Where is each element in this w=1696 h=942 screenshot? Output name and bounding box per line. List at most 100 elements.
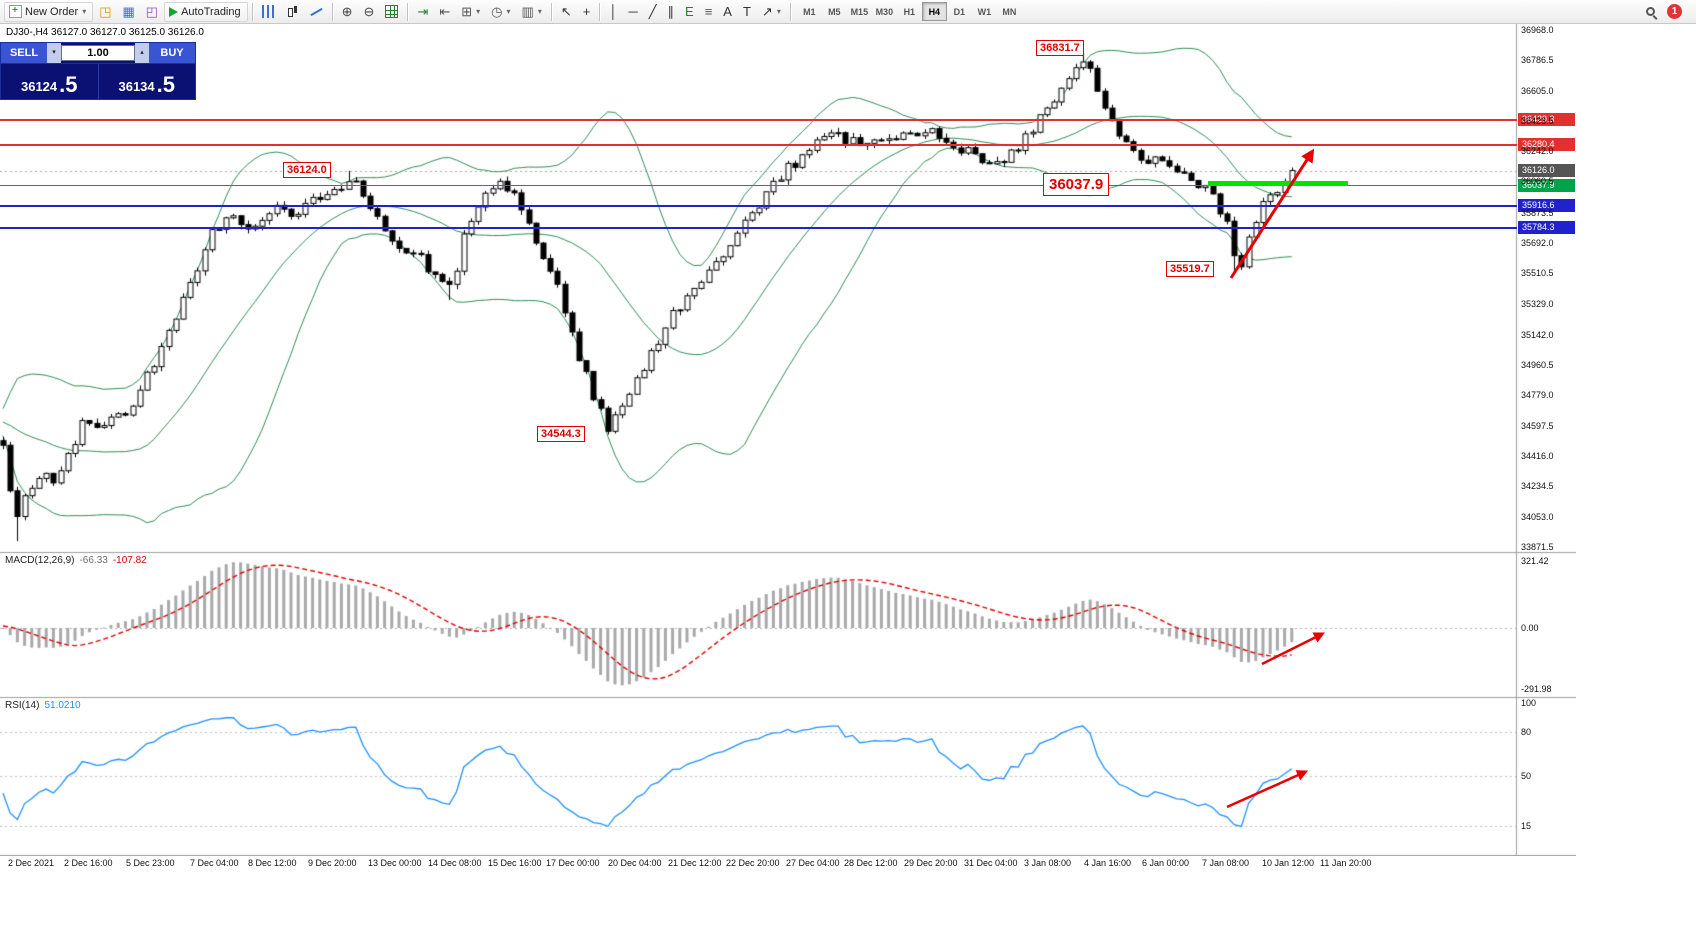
macd-name: MACD(12,26,9)	[5, 555, 75, 566]
timeframe-h1[interactable]: H1	[897, 2, 922, 21]
text-button[interactable]: A	[718, 2, 737, 22]
candlestick-chart-button[interactable]	[281, 2, 304, 22]
autotrading-label: AutoTrading	[181, 5, 241, 18]
new-chart-icon: ⊞	[461, 4, 473, 19]
timeframe-m1[interactable]: M1	[797, 2, 822, 21]
templates-button[interactable]: ▥ ▾	[517, 2, 547, 22]
time-axis-label: 11 Jan 20:00	[1320, 858, 1372, 868]
zoom-out-button[interactable]: ⊖	[359, 2, 380, 22]
buy-button[interactable]: BUY	[149, 43, 195, 63]
fibonacci-button[interactable]: ≡	[700, 2, 718, 22]
one-click-trading-panel: SELL ▾ ▴ BUY 36124 .5 36134 .5	[0, 42, 196, 100]
tile-windows-button[interactable]	[380, 2, 403, 22]
toolbar-separator	[407, 2, 409, 21]
chart-shift-button[interactable]: ⇤	[434, 2, 455, 22]
macd-main-value: -66.33	[79, 555, 108, 566]
price-chart-canvas[interactable]	[0, 24, 1576, 856]
timeframe-w1[interactable]: W1	[972, 2, 997, 21]
horizontal-line-button[interactable]: ─	[623, 2, 642, 22]
toolbar-separator	[789, 2, 791, 21]
sell-button[interactable]: SELL	[1, 43, 47, 63]
time-axis-label: 29 Dec 20:00	[904, 858, 958, 868]
buy-price-main: 36134	[118, 79, 155, 94]
channel-icon: ∥	[667, 4, 675, 19]
trendline-button[interactable]: ╱	[644, 2, 662, 22]
trade-panel-price-row: 36124 .5 36134 .5	[1, 63, 195, 99]
rsi-name: RSI(14)	[5, 700, 40, 711]
profiles-button[interactable]: ◷ ▾	[486, 2, 515, 22]
toolbar-separator	[599, 2, 601, 21]
macd-signal-value: -107.82	[112, 555, 147, 566]
vertical-line-icon: │	[609, 4, 618, 19]
time-axis-label: 2 Dec 16:00	[64, 858, 113, 868]
time-axis-label: 28 Dec 12:00	[844, 858, 898, 868]
symbol-ohlc-text: DJ30-,H4 36127.0 36127.0 36125.0 36126.0	[6, 27, 204, 38]
market-watch-icon: ▦	[122, 4, 135, 19]
vertical-line-button[interactable]: │	[604, 2, 622, 22]
bar-chart-button[interactable]	[257, 2, 280, 22]
autotrading-icon	[169, 6, 179, 17]
elliott-waves-icon: E	[685, 4, 694, 19]
buy-price[interactable]: 36134 .5	[97, 64, 196, 99]
time-axis-label: 8 Dec 12:00	[248, 858, 297, 868]
timeframe-m30[interactable]: M30	[872, 2, 897, 21]
text-icon: A	[723, 4, 732, 19]
cursor-button[interactable]: ↖	[556, 2, 577, 22]
line-chart-button[interactable]	[305, 2, 328, 22]
toolbar-separator	[251, 2, 253, 21]
timeframe-m15[interactable]: M15	[847, 2, 872, 21]
zoom-in-icon: ⊕	[341, 4, 353, 19]
timeframe-m5[interactable]: M5	[822, 2, 847, 21]
crosshair-icon: +	[582, 4, 591, 19]
rsi-value: 51.0210	[44, 700, 81, 711]
new-order-button[interactable]: New Order▾	[4, 1, 94, 22]
profiles-icon: ◷	[491, 4, 503, 19]
time-axis-label: 31 Dec 04:00	[964, 858, 1018, 868]
time-axis-label: 13 Dec 00:00	[368, 858, 422, 868]
expert-advisors-icon: ◰	[145, 4, 159, 19]
time-axis-label: 10 Jan 12:00	[1262, 858, 1315, 868]
cursor-icon: ↖	[560, 4, 572, 19]
arrows-tool-button[interactable]: ↗ ▾	[757, 2, 786, 22]
auto-scroll-button[interactable]: ⇥	[412, 2, 433, 22]
auto-scroll-icon: ⇥	[417, 4, 429, 19]
market-watch-button[interactable]: ▦	[118, 2, 140, 22]
notification-badge[interactable]: 1	[1667, 4, 1682, 19]
volume-input[interactable]	[61, 45, 135, 61]
tile-windows-icon	[385, 5, 399, 18]
line-chart-icon	[310, 5, 323, 18]
caret-down-icon: ▾	[82, 7, 87, 16]
sell-price-main: 36124	[20, 79, 58, 94]
symbol-search-button[interactable]	[1641, 2, 1660, 22]
time-axis-label: 6 Jan 00:00	[1142, 858, 1190, 868]
time-axis-label: 22 Dec 20:00	[726, 858, 780, 868]
candlestick-chart-icon	[286, 5, 299, 18]
channel-button[interactable]: ∥	[663, 2, 680, 22]
horizontal-line-icon: ─	[628, 4, 638, 19]
autotrading-button[interactable]: AutoTrading	[164, 1, 248, 22]
volume-decrease-button[interactable]: ▾	[47, 43, 61, 63]
bar-chart-icon	[261, 5, 275, 18]
new-order-icon	[9, 5, 22, 18]
toolbar-separator	[550, 2, 552, 21]
templates-icon: ▥	[521, 4, 534, 19]
zoom-in-button[interactable]: ⊕	[337, 2, 358, 22]
metaeditor-icon: ◳	[99, 4, 112, 19]
time-axis-label: 3 Jan 08:00	[1024, 858, 1072, 868]
timeframe-d1[interactable]: D1	[947, 2, 972, 21]
text-label-button[interactable]: T	[738, 2, 756, 22]
crosshair-button[interactable]: +	[578, 2, 596, 22]
toolbar-separator	[331, 2, 333, 21]
new-chart-button[interactable]: ⊞ ▾	[456, 2, 485, 22]
time-axis-label: 20 Dec 04:00	[608, 858, 662, 868]
expert-advisors-button[interactable]: ◰	[141, 2, 163, 22]
metaeditor-button[interactable]: ◳	[94, 2, 116, 22]
sell-price[interactable]: 36124 .5	[1, 64, 98, 99]
volume-increase-button[interactable]: ▴	[135, 43, 149, 63]
elliott-waves-button[interactable]: E	[680, 2, 699, 22]
timeframe-mn[interactable]: MN	[997, 2, 1022, 21]
time-axis-label: 27 Dec 04:00	[786, 858, 840, 868]
chart-shift-icon: ⇤	[439, 4, 451, 19]
timeframe-h4[interactable]: H4	[921, 2, 947, 21]
